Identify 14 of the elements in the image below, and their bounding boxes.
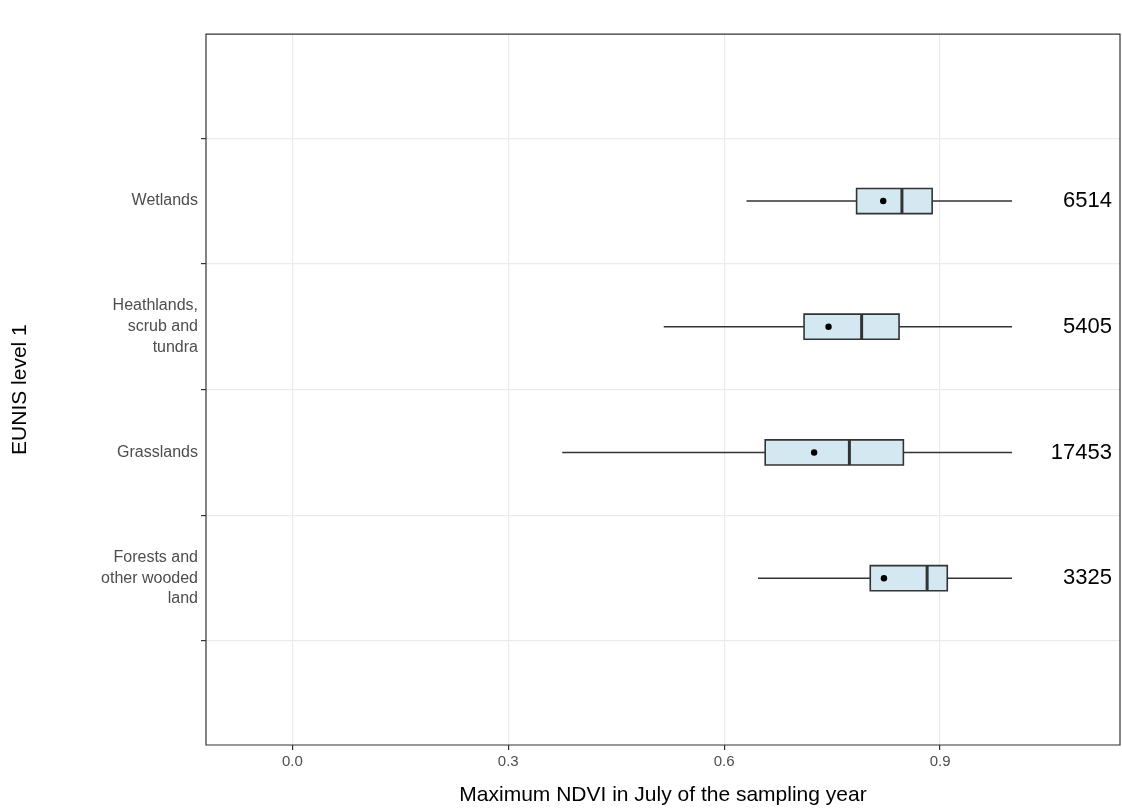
- x-axis-title: Maximum NDVI in July of the sampling year: [459, 782, 867, 806]
- y-axis-title: EUNIS level 1: [7, 324, 31, 455]
- y-tick-label: Forests and other wooded land: [101, 547, 198, 607]
- annotation: 3325: [1063, 564, 1112, 590]
- x-tick-label: 0.3: [497, 752, 519, 770]
- y-tick-label: Grasslands: [117, 442, 198, 460]
- y-tick-label: Heathlands, scrub and tundra: [112, 296, 199, 355]
- x-tick-label: 0.9: [929, 752, 951, 770]
- x-tick-label: 0.6: [713, 752, 735, 770]
- y-tick-label: Wetlands: [131, 191, 198, 209]
- annotation: 5405: [1063, 312, 1112, 338]
- annotation: 17453: [1050, 438, 1112, 464]
- annotation: 6514: [1063, 187, 1112, 213]
- x-tick-label: 0.0: [281, 752, 303, 770]
